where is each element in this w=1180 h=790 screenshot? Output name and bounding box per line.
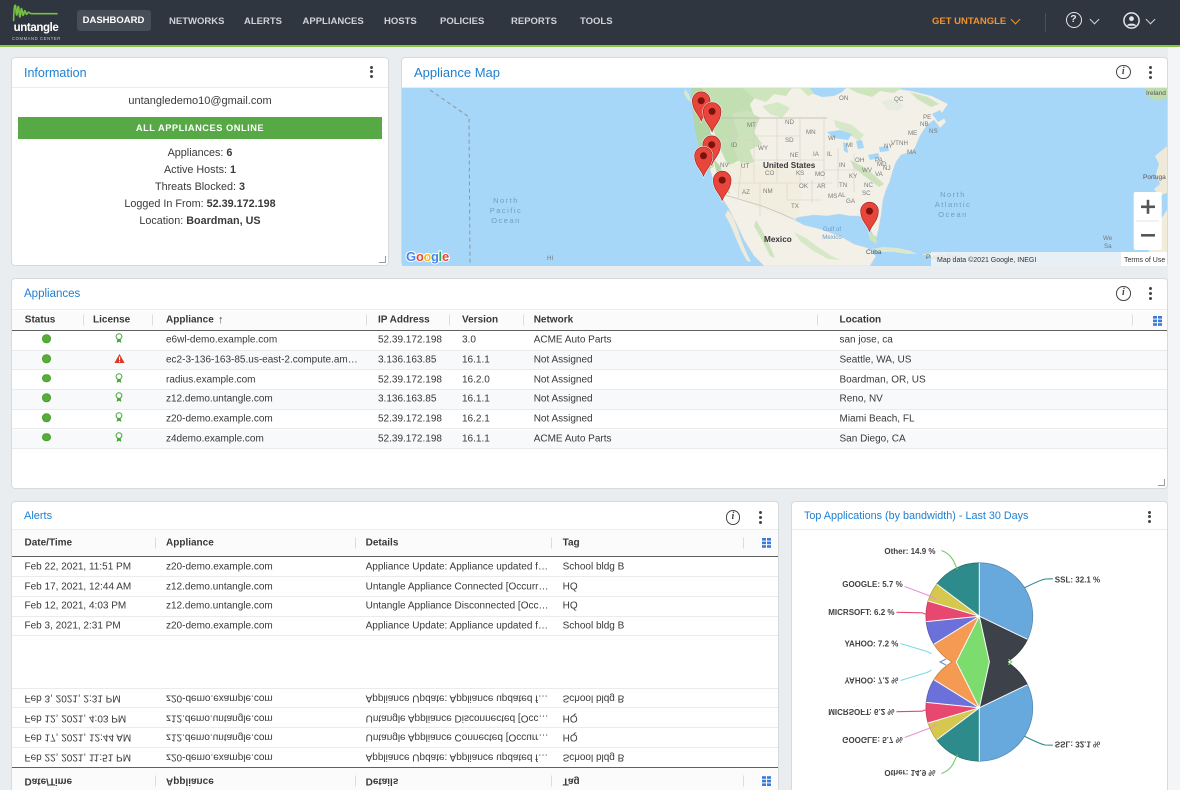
svg-text:NS: NS [929,128,938,135]
svg-text:MO: MO [815,171,825,178]
svg-text:VA: VA [875,171,884,178]
svg-text:SD: SD [785,137,794,144]
svg-text:QC: QC [894,96,904,103]
svg-text:Other: 14.9 %: Other: 14.9 % [884,547,935,556]
svg-text:GA: GA [846,198,856,205]
svg-text:NB: NB [920,121,929,128]
svg-text:Sa: Sa [1104,243,1112,250]
svg-text:MT: MT [747,122,756,129]
svg-text:ME: ME [908,130,917,137]
svg-text:Ocean: Ocean [938,210,968,219]
svg-text:MN: MN [806,129,816,136]
svg-text:North: North [940,190,966,199]
svg-text:o: o [416,249,424,264]
svg-text:ON: ON [839,95,848,102]
svg-text:Atlantic: Atlantic [935,200,972,209]
svg-text:Portuga: Portuga [1143,174,1166,181]
svg-text:WI: WI [828,135,836,142]
svg-text:g: g [431,249,439,264]
svg-text:PE: PE [923,114,931,121]
svg-text:e: e [442,249,449,264]
svg-text:GOOGLE: 5.7 %: GOOGLE: 5.7 % [842,580,902,589]
svg-text:MS: MS [828,193,837,200]
svg-text:Terms of Use: Terms of Use [1124,257,1165,264]
svg-text:GOOGLE: 5.7 %: GOOGLE: 5.7 % [842,735,902,744]
svg-text:HI: HI [547,255,553,262]
svg-text:NM: NM [763,188,773,195]
svg-text:G: G [406,249,416,264]
svg-text:KY: KY [849,173,857,180]
svg-text:IN: IN [839,162,845,169]
svg-text:WY: WY [758,145,768,152]
svg-text:Ireland: Ireland [1146,90,1166,97]
svg-text:OH: OH [855,157,864,164]
svg-text:We: We [1103,235,1113,242]
svg-text:AL: AL [838,192,846,199]
svg-text:North: North [493,196,519,205]
svg-text:IA: IA [813,151,820,158]
svg-text:United States: United States [763,161,816,170]
svg-text:l: l [439,249,443,264]
svg-text:SSL: 32.1 %: SSL: 32.1 % [1055,575,1100,584]
svg-text:NV: NV [720,162,729,169]
svg-text:MICRSOFT: 6.2 %: MICRSOFT: 6.2 % [828,707,894,716]
svg-text:Gulf of: Gulf of [823,226,842,233]
svg-text:PA: PA [875,157,884,164]
svg-text:UT: UT [741,163,749,170]
svg-text:o: o [424,249,432,264]
svg-text:YAHOO: 7.2 %: YAHOO: 7.2 % [844,676,898,685]
svg-text:TX: TX [791,203,799,210]
svg-text:IL: IL [827,151,833,158]
svg-text:MICRSOFT: 6.2 %: MICRSOFT: 6.2 % [828,608,894,617]
svg-text:SSL: 32.1 %: SSL: 32.1 % [1055,740,1100,749]
svg-text:NJ: NJ [883,165,891,172]
svg-text:MA: MA [907,149,917,156]
svg-text:Ocean: Ocean [491,216,521,225]
svg-text:MI: MI [846,142,853,149]
svg-text:MD: MD [877,161,887,168]
svg-text:AR: AR [817,183,826,190]
svg-text:Other: 14.9 %: Other: 14.9 % [884,768,935,777]
svg-text:VT: VT [891,140,899,147]
svg-text:AZ: AZ [742,189,750,196]
svg-text:Map data ©2021 Google, INEGI: Map data ©2021 Google, INEGI [937,256,1036,264]
svg-text:KS: KS [796,170,804,177]
svg-text:TN: TN [839,182,847,189]
svg-text:ID: ID [731,142,738,149]
svg-text:CO: CO [765,170,774,177]
svg-text:NE: NE [790,152,799,159]
svg-text:Pacific: Pacific [490,206,523,215]
svg-text:NC: NC [864,182,873,189]
svg-text:NH: NH [899,140,908,147]
svg-text:SC: SC [862,190,871,197]
svg-text:OK: OK [799,183,809,190]
svg-text:Mexico: Mexico [764,235,792,244]
svg-text:NY: NY [884,143,893,150]
svg-text:Cuba: Cuba [866,249,882,256]
svg-text:WV: WV [862,167,873,174]
svg-text:YAHOO: 7.2 %: YAHOO: 7.2 % [844,639,898,648]
svg-text:ND: ND [785,119,794,126]
svg-text:Mexico: Mexico [822,234,842,241]
